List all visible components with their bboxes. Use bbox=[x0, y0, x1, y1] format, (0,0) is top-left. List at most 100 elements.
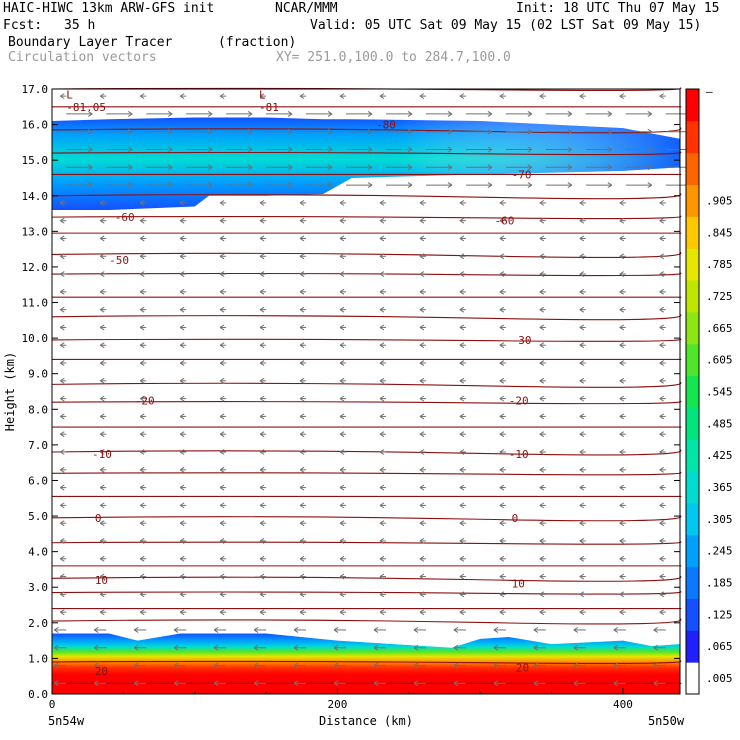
vector-head bbox=[579, 342, 585, 349]
vector-head bbox=[339, 306, 345, 313]
vector-head bbox=[579, 217, 585, 224]
vector-head bbox=[99, 199, 105, 206]
circulation-vector bbox=[213, 662, 227, 669]
circulation-vector bbox=[545, 146, 573, 153]
circulation-vector bbox=[339, 466, 347, 473]
vector-head bbox=[659, 449, 664, 455]
vector-head bbox=[653, 662, 658, 669]
circulation-vector bbox=[459, 609, 466, 616]
vector-head bbox=[99, 288, 105, 295]
circulation-vector bbox=[459, 271, 466, 277]
vector-head bbox=[219, 217, 225, 224]
vector-head bbox=[579, 199, 585, 206]
circulation-vector bbox=[533, 644, 546, 651]
vector-head bbox=[339, 288, 345, 295]
vector-head bbox=[127, 146, 133, 153]
vector-head bbox=[459, 573, 465, 580]
vector-head bbox=[379, 360, 385, 366]
circulation-vector bbox=[419, 484, 426, 491]
circulation-vector bbox=[619, 199, 626, 206]
circulation-vector bbox=[139, 377, 147, 384]
vector-head bbox=[213, 644, 219, 651]
circulation-vector bbox=[219, 377, 227, 384]
circulation-vector bbox=[99, 360, 107, 366]
vector-head bbox=[539, 93, 545, 100]
isotherm-line bbox=[51, 618, 682, 625]
circulation-vector bbox=[499, 413, 506, 420]
vector-head bbox=[447, 182, 453, 189]
vector-head bbox=[527, 164, 533, 171]
vector-head bbox=[407, 110, 413, 117]
circulation-vector bbox=[419, 253, 426, 260]
circulation-vector bbox=[619, 413, 626, 420]
circulation-vector bbox=[259, 288, 267, 295]
forecast-label: Fcst: bbox=[3, 18, 43, 33]
vector-head bbox=[419, 377, 425, 384]
circulation-vector bbox=[259, 395, 267, 402]
circulation-vector bbox=[179, 324, 187, 331]
circulation-vector bbox=[259, 466, 267, 473]
vector-head bbox=[567, 110, 573, 117]
vector-head bbox=[219, 271, 225, 277]
vector-head bbox=[419, 93, 425, 100]
vector-head bbox=[339, 217, 345, 224]
circulation-vector bbox=[425, 146, 453, 153]
vector-head bbox=[99, 538, 105, 544]
contour-label: -80 bbox=[376, 119, 396, 132]
vector-head bbox=[299, 591, 305, 598]
circulation-vector bbox=[139, 235, 147, 242]
vector-head bbox=[179, 555, 185, 562]
vector-head bbox=[499, 413, 505, 420]
circulation-vector bbox=[425, 182, 453, 189]
isotherm-line bbox=[51, 660, 682, 664]
colorbar-label: .425 bbox=[706, 449, 733, 462]
circulation-vector bbox=[106, 146, 133, 153]
circulation-vector bbox=[659, 324, 666, 331]
circulation-vector bbox=[139, 609, 147, 616]
circulation-vector bbox=[139, 502, 147, 509]
vector-head bbox=[259, 253, 265, 260]
vector-head bbox=[99, 502, 105, 509]
circulation-vector bbox=[99, 484, 107, 491]
vector-head bbox=[619, 520, 625, 527]
circulation-vector bbox=[379, 306, 386, 313]
vector-head bbox=[619, 591, 625, 598]
y-tick-label: 8.0 bbox=[28, 403, 48, 416]
vector-head bbox=[99, 93, 105, 100]
circulation-vector bbox=[259, 431, 267, 438]
circulation-vector bbox=[99, 431, 107, 438]
circulation-vector bbox=[106, 164, 133, 171]
circulation-vector bbox=[219, 395, 227, 402]
vector-head bbox=[539, 449, 545, 455]
circulation-vector bbox=[499, 466, 506, 473]
vector-head bbox=[447, 164, 453, 171]
vector-head bbox=[259, 413, 265, 420]
vector-head bbox=[60, 538, 65, 544]
vector-head bbox=[339, 449, 345, 455]
circulation-vector bbox=[499, 253, 506, 260]
circulation-vector bbox=[659, 93, 666, 100]
vector-head bbox=[139, 520, 145, 527]
vector-head bbox=[419, 217, 425, 224]
vector-head bbox=[259, 288, 265, 295]
vector-head bbox=[213, 627, 219, 633]
circulation-vector bbox=[465, 164, 493, 171]
vector-head bbox=[207, 182, 213, 189]
vector-head bbox=[459, 520, 465, 527]
vector-head bbox=[299, 235, 305, 242]
vector-head bbox=[579, 609, 585, 616]
vector-head bbox=[127, 128, 133, 135]
circulation-vector bbox=[459, 199, 466, 206]
circulation-vector bbox=[259, 324, 267, 331]
circulation-vector bbox=[499, 538, 506, 544]
circulation-vector bbox=[579, 466, 586, 473]
circulation-vector bbox=[179, 449, 187, 455]
vector-head bbox=[99, 431, 105, 438]
vector-head bbox=[493, 680, 499, 687]
vector-head bbox=[179, 306, 185, 313]
vector-head bbox=[499, 271, 505, 277]
vector-head bbox=[647, 164, 653, 171]
vector-head bbox=[499, 538, 505, 544]
vector-head bbox=[499, 253, 505, 260]
circulation-vector bbox=[259, 253, 267, 260]
